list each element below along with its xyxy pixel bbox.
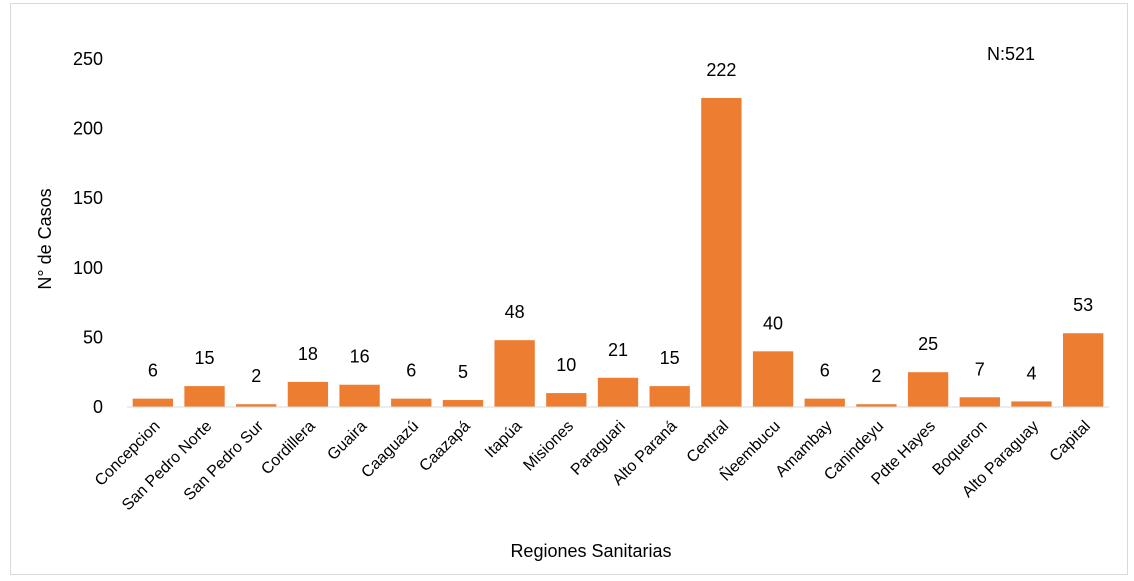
category-label: Caaguazú: [358, 418, 422, 482]
bar: [494, 340, 535, 407]
bar: [339, 384, 380, 407]
bar: [1011, 401, 1052, 407]
data-label: 18: [298, 344, 318, 364]
data-label: 15: [660, 348, 680, 368]
category-label: Caazapá: [416, 418, 473, 475]
y-tick-label: 0: [93, 397, 103, 417]
data-label: 48: [505, 302, 525, 322]
bar: [649, 386, 690, 407]
chart-frame: N:521 N° de Casos Regiones Sanitarias 0 5…: [10, 3, 1128, 575]
category-label: Capital: [1047, 418, 1094, 465]
bar: [132, 398, 173, 407]
data-label: 40: [763, 313, 783, 333]
bar: [701, 97, 742, 407]
data-labels-group: 6 15 2 18 16 6 5 48 10 21 15 222 40 6 2 25 7 4 53: [148, 60, 1093, 386]
bar: [959, 397, 1000, 407]
bar: [752, 351, 794, 407]
y-tick-label: 150: [73, 188, 103, 208]
category-label: Itapúa: [482, 418, 526, 462]
bar: [907, 372, 949, 407]
data-label: 15: [195, 348, 215, 368]
category-label: Cordillera: [258, 418, 319, 479]
data-label: 10: [556, 355, 576, 375]
data-label: 6: [820, 361, 830, 381]
x-axis-title: Regiones Sanitarias: [510, 541, 671, 561]
bar: [236, 404, 277, 407]
data-label: 2: [251, 366, 261, 386]
bar: [804, 398, 845, 407]
y-axis-ticks: 0 50 100 150 200 250: [73, 49, 103, 417]
sample-size-annotation: N:521: [987, 44, 1035, 64]
bar: [597, 377, 639, 407]
data-label: 25: [918, 334, 938, 354]
data-label: 21: [608, 340, 628, 360]
data-label: 222: [706, 60, 736, 80]
data-label: 6: [406, 361, 416, 381]
data-label: 5: [458, 362, 468, 382]
data-label: 7: [975, 359, 985, 379]
data-label: 53: [1073, 295, 1093, 315]
bar: [546, 393, 587, 407]
category-label: Central: [684, 418, 732, 466]
data-label: 6: [148, 361, 158, 381]
bar: [1063, 333, 1104, 407]
bar: [391, 398, 432, 407]
bar: [184, 386, 225, 407]
y-tick-label: 100: [73, 258, 103, 278]
y-tick-label: 50: [83, 327, 103, 347]
data-label: 16: [350, 347, 370, 367]
category-label: Guaira: [324, 418, 370, 464]
y-tick-label: 200: [73, 119, 103, 139]
category-label: San Pedro Norte: [119, 418, 215, 514]
y-axis-title: N° de Casos: [35, 188, 55, 289]
bars-group: [132, 97, 1104, 407]
data-label: 4: [1026, 363, 1036, 383]
bar: [442, 400, 484, 407]
bar: [287, 381, 329, 407]
bar: [856, 404, 897, 407]
bar-chart: N:521 N° de Casos Regiones Sanitarias 0 5…: [35, 44, 1109, 561]
y-tick-label: 250: [73, 49, 103, 69]
data-label: 2: [871, 366, 881, 386]
